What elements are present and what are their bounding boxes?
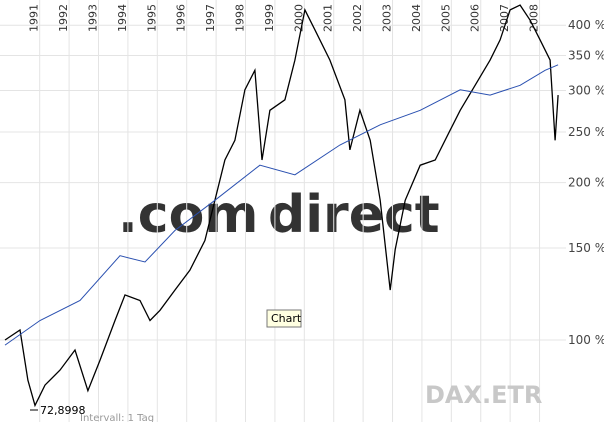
y-tick-label: 150 % — [568, 241, 604, 255]
x-tick-label: 1998 — [234, 4, 247, 32]
x-tick-label: 1992 — [57, 4, 70, 32]
y-tick-label: 400 % — [568, 18, 604, 32]
tooltip-box — [266, 309, 302, 328]
x-tick-label: 2003 — [381, 4, 394, 32]
x-tick-label: 1999 — [263, 4, 276, 32]
y-tick-label: 350 % — [568, 49, 604, 63]
watermark-direct: direct — [268, 185, 440, 245]
lines — [4, 4, 559, 408]
x-tick-label: 1993 — [86, 4, 99, 32]
series-line — [4, 4, 559, 408]
x-tick-label: 1996 — [175, 4, 188, 32]
symbol: DAX.ETR — [425, 381, 542, 409]
tooltip: Chart — [271, 312, 302, 325]
x-tick-label: 1991 — [28, 4, 41, 32]
watermark-com: .com — [118, 185, 259, 245]
x-tick-label: 1995 — [145, 4, 158, 32]
x-tick-label: 1994 — [116, 4, 129, 32]
y-tick-label: 200 % — [568, 176, 604, 190]
series-line — [4, 64, 559, 346]
footer: Intervall: 1 Tag — [80, 413, 154, 422]
x-tick-label: 2001 — [322, 4, 335, 32]
x-tick-label: 1997 — [204, 4, 217, 32]
x-tick-label: 2005 — [439, 4, 452, 32]
y-tick-label: 250 % — [568, 125, 604, 139]
x-tick-label: 2004 — [410, 4, 423, 32]
min-label: 72,8998 — [40, 404, 86, 417]
y-tick-label: 300 % — [568, 84, 604, 98]
y-tick-label: 100 % — [568, 333, 604, 347]
x-tick-label: 2002 — [351, 4, 364, 32]
x-tick-label: 2006 — [469, 4, 482, 32]
